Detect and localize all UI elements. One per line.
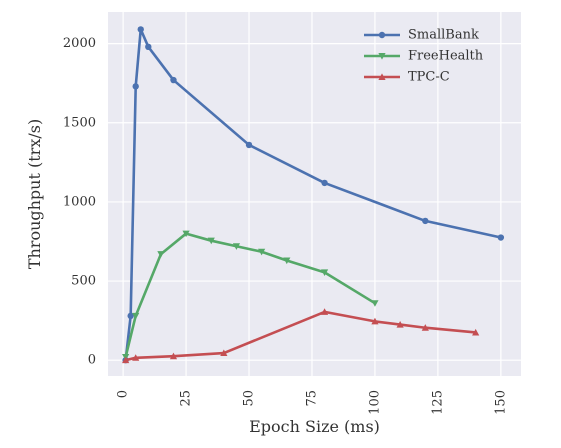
data-point-smallbank: [132, 83, 139, 90]
y-tick-label: 1500: [63, 115, 96, 130]
data-point-smallbank: [127, 312, 134, 320]
data-point-freehealth: [371, 300, 379, 307]
legend-label-freehealth: FreeHealth: [408, 49, 484, 64]
data-point-smallbank: [497, 234, 505, 241]
data-point-smallbank: [170, 76, 177, 84]
x-axis-label: Epoch Size (ms): [249, 417, 380, 436]
x-tick-label: 75: [304, 390, 319, 407]
data-point-freehealth: [320, 269, 329, 276]
legend-label-smallbank: SmallBank: [408, 28, 479, 43]
data-point-tpc-c: [169, 352, 178, 360]
data-point-smallbank: [245, 141, 253, 149]
y-tick-label: 0: [88, 353, 96, 368]
x-tick-label: 50: [242, 390, 257, 407]
x-tick-label: 100: [367, 390, 382, 415]
y-tick-label: 2000: [63, 36, 96, 51]
y-tick-label: 500: [71, 274, 96, 289]
data-point-tpc-c: [122, 356, 130, 364]
data-point-freehealth: [157, 251, 165, 258]
data-point-freehealth: [232, 243, 241, 250]
data-point-freehealth: [207, 237, 215, 245]
plot-background: [108, 12, 521, 376]
y-tick-labels: 0 500 1000 1500 2000: [63, 36, 96, 368]
series-tpc-c: [122, 308, 480, 364]
data-point-tpc-c: [396, 320, 404, 328]
y-axis-label: Throughput (trx/s): [25, 119, 44, 269]
legend-label-tpc-c: TPC-C: [408, 70, 450, 85]
x-tick-label: 150: [493, 390, 508, 415]
legend-marker-freehealth: [378, 53, 386, 60]
y-tick-label: 1000: [63, 194, 96, 209]
series-line-smallbank: [124, 28, 502, 361]
data-point-freehealth: [182, 230, 190, 238]
data-point-tpc-c: [220, 349, 228, 357]
data-point-tpc-c: [132, 354, 140, 361]
x-tick-label: 125: [430, 390, 445, 415]
data-point-smallbank: [422, 217, 429, 225]
legend-marker-tpc-c: [378, 73, 386, 80]
data-series: [122, 26, 505, 364]
data-point-tpc-c: [320, 308, 329, 315]
data-point-tpc-c: [421, 324, 429, 331]
gridlines: [108, 12, 521, 376]
legend: SmallBank FreeHealth TPC-C: [364, 28, 484, 85]
data-point-freehealth: [258, 248, 266, 256]
x-tick-label: 0: [116, 390, 131, 398]
data-point-freehealth: [132, 312, 140, 320]
x-tick-label: 25: [179, 390, 194, 407]
series-freehealth: [122, 230, 379, 361]
data-point-smallbank: [145, 43, 152, 51]
x-tick-labels: 0 25 50 75 100 125 150: [116, 390, 509, 415]
data-point-freehealth: [283, 257, 291, 265]
data-point-smallbank: [137, 26, 144, 33]
data-point-tpc-c: [371, 317, 379, 325]
series-line-freehealth: [124, 232, 376, 358]
data-point-tpc-c: [472, 328, 480, 336]
legend-marker-smallbank: [378, 31, 386, 39]
data-point-smallbank: [321, 179, 328, 187]
